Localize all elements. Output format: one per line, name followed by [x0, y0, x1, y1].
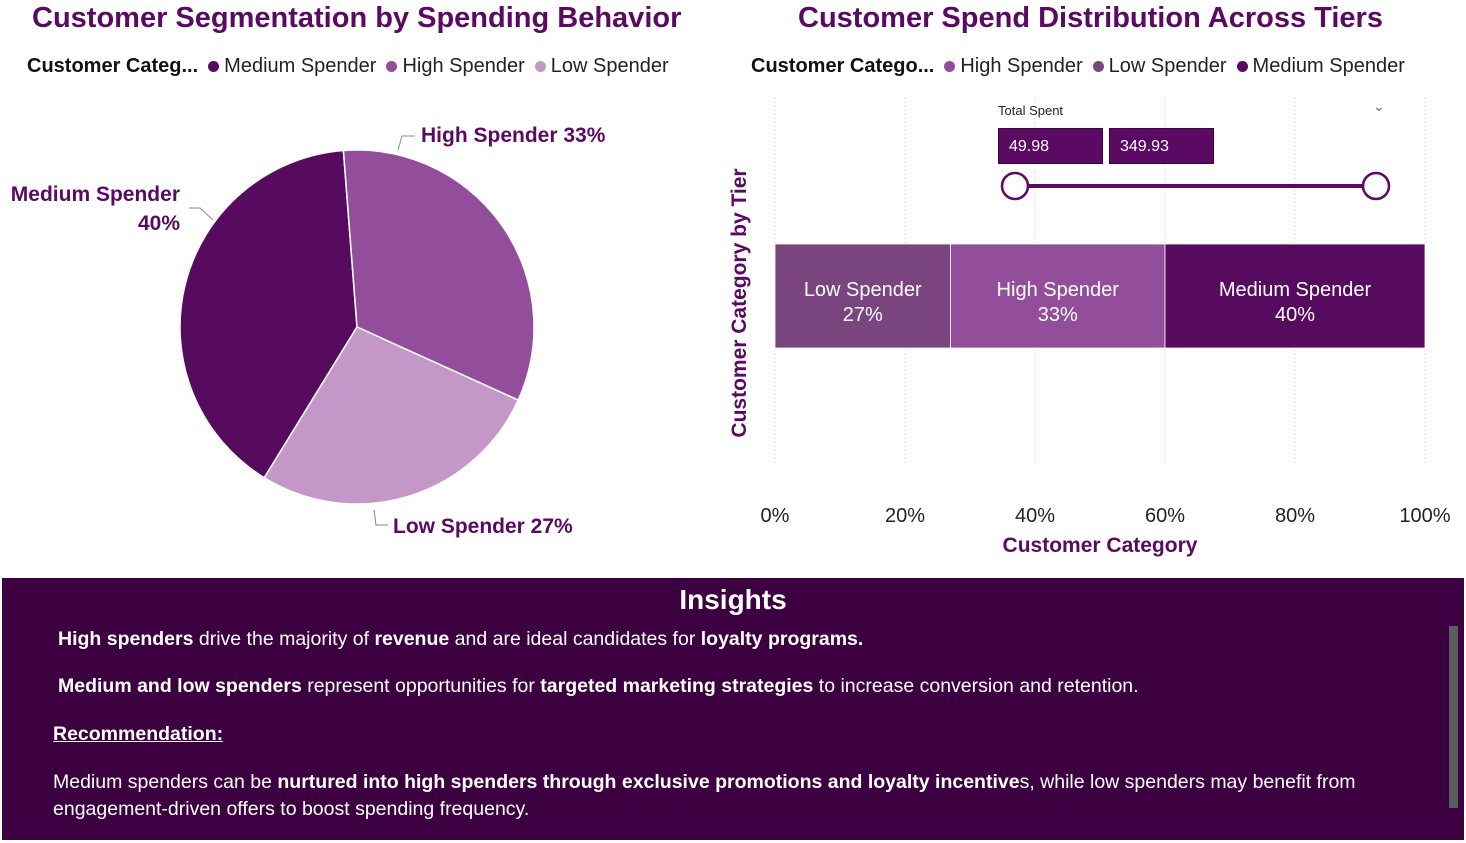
pie-legend-title: Customer Categ... [27, 55, 199, 77]
pie-slice-medium[interactable] [179, 149, 358, 479]
pie-legend-item-medium[interactable]: Medium Spender [208, 55, 376, 78]
bar-chart: Low Spender 27% High Spender 33% Medium Spen… [728, 98, 1451, 557]
pie-leader-medium [189, 207, 214, 221]
insights-title: Insights [679, 584, 787, 615]
pie-slice-high[interactable] [342, 149, 535, 402]
bar-y-axis-label: Customer Category by Tier [728, 168, 751, 437]
insight-high-spenders: High spenders drive the majority of reve… [58, 628, 864, 650]
bar-legend-item-medium[interactable]: Medium Spender [1236, 55, 1405, 78]
bar-segment-value: 33% [1038, 304, 1078, 326]
pie-leader-low [373, 509, 388, 526]
insight-medium-low-spenders: Medium and low spenders represent opport… [58, 675, 1139, 697]
pie-slice-low[interactable] [263, 326, 520, 505]
pie-leader-high [397, 135, 415, 151]
bar-x-axis-label: Customer Category [1003, 534, 1198, 557]
slicer-min-input[interactable]: 49.98 [998, 128, 1103, 164]
bar-x-tick-label: 60% [1145, 505, 1185, 527]
legend-dot-icon [944, 61, 956, 72]
legend-label: Low Spender [550, 55, 669, 77]
pie-label-low: Low Spender 27% [393, 515, 573, 538]
pie-label-medium-name: Medium Spender [11, 183, 180, 206]
bar-legend: Customer Catego... High Spender Low Spen… [751, 55, 1415, 78]
bar-segment-value: 40% [1275, 304, 1315, 326]
legend-dot-icon [534, 61, 546, 72]
insights-panel: Insights High spenders drive the majorit… [2, 578, 1464, 840]
pie-legend: Customer Categ... Medium Spender High Sp… [27, 55, 679, 78]
bar-segment-label: Medium Spender [1219, 279, 1372, 301]
recommendation-heading: Recommendation: [53, 723, 224, 745]
bar-chart-title: Customer Spend Distribution Across Tiers [798, 2, 1383, 34]
bar-legend-title: Customer Catego... [751, 55, 935, 77]
legend-label: Low Spender [1108, 55, 1227, 77]
pie-legend-item-low[interactable]: Low Spender [534, 55, 669, 78]
bar-legend-item-high[interactable]: High Spender [944, 55, 1083, 78]
bar-legend-item-low[interactable]: Low Spender [1092, 55, 1227, 78]
legend-dot-icon [386, 61, 398, 72]
legend-dot-icon [1092, 61, 1104, 72]
slicer-max-handle[interactable] [1361, 171, 1391, 201]
slicer-max-input[interactable]: 349.93 [1109, 128, 1214, 164]
bar-segment-label: Low Spender [804, 279, 922, 301]
pie-label-medium-pct: 40% [138, 212, 180, 235]
slicer-range [1000, 171, 1391, 201]
slicer-min-handle[interactable] [1000, 171, 1030, 201]
bar-segment-high[interactable] [950, 243, 1166, 349]
pie-chart: High Spender 33% Medium Spender 40% Low … [11, 124, 606, 538]
slicer-title: Total Spent [998, 103, 1064, 118]
legend-label: High Spender [402, 55, 525, 77]
bar-segment-value: 27% [843, 304, 883, 326]
bar-x-tick-label: 100% [1399, 505, 1450, 527]
legend-label: Medium Spender [1252, 55, 1405, 77]
bar-segment-label: High Spender [997, 279, 1120, 301]
pie-legend-item-high[interactable]: High Spender [386, 55, 525, 78]
pie-chart-title: Customer Segmentation by Spending Behavi… [32, 2, 682, 34]
bar-x-tick-label: 0% [761, 505, 790, 527]
bar-segment-medium[interactable] [1164, 243, 1426, 349]
chevron-down-icon[interactable]: ⌄ [1373, 98, 1385, 114]
legend-label: High Spender [960, 55, 1083, 77]
bar-x-tick-label: 80% [1275, 505, 1315, 527]
legend-dot-icon [208, 61, 220, 72]
legend-label: Medium Spender [224, 55, 377, 77]
pie-label-high: High Spender 33% [421, 124, 606, 147]
bar-x-tick-label: 20% [885, 505, 925, 527]
insights-scrollbar[interactable] [1449, 626, 1458, 808]
legend-dot-icon [1236, 61, 1248, 72]
bar-segment-low[interactable] [774, 243, 951, 349]
bar-x-tick-label: 40% [1015, 505, 1055, 527]
recommendation-text: Medium spenders can be nurtured into hig… [53, 771, 1356, 820]
